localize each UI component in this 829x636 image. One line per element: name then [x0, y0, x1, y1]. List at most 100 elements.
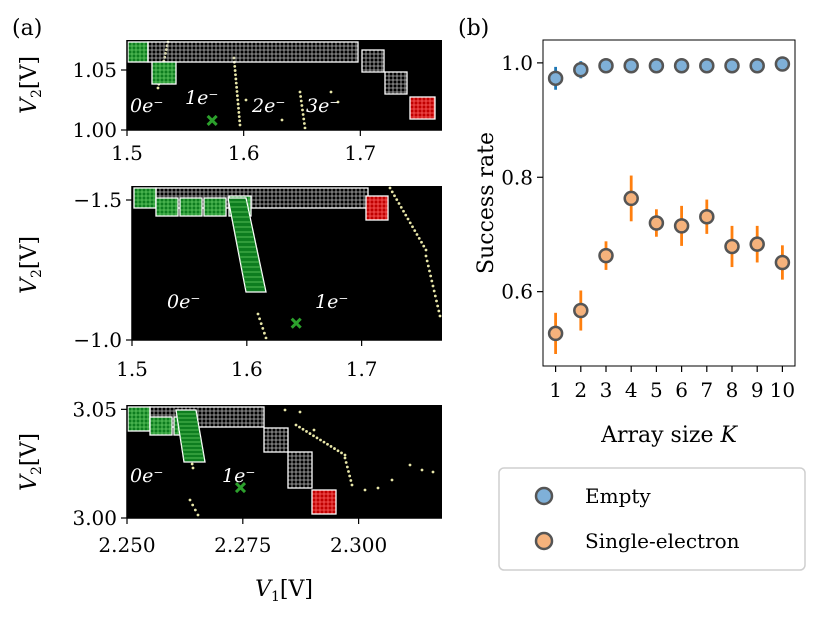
transition-dot: [301, 427, 305, 431]
x-tick-label: 9: [751, 378, 764, 402]
transition-dot: [436, 304, 440, 308]
grid-window: [287, 451, 313, 489]
transition-dot: [234, 77, 238, 81]
transition-dot: [263, 331, 266, 335]
transition-dot: [188, 498, 192, 502]
x-tick-label: 2.250: [98, 533, 155, 557]
target-cross-stroke: [290, 317, 302, 329]
annotation-1e: 1e⁻: [315, 291, 348, 313]
transition-dot: [238, 123, 242, 127]
point-empty: [623, 57, 639, 74]
transition-dot: [343, 453, 347, 457]
transition-dot: [424, 248, 428, 252]
transition-dot: [426, 264, 430, 268]
transition-dot: [191, 503, 195, 507]
transition-dot: [336, 449, 340, 453]
x-tick-label: 1.7: [346, 357, 378, 381]
transition-dot: [435, 299, 438, 303]
transition-dot: [164, 52, 167, 55]
x-tick-label: 5: [650, 378, 663, 402]
target-marker: [234, 482, 247, 494]
point-empty: [598, 57, 614, 74]
grid-cell-fill: [128, 42, 148, 62]
transition-dot: [397, 202, 401, 205]
transition-dot: [420, 240, 423, 244]
transition-dot: [336, 100, 340, 104]
transition-dot: [236, 102, 240, 106]
transition-dot: [344, 461, 348, 464]
grid-window: [409, 96, 436, 120]
transition-dot: [345, 465, 349, 469]
panel-a-middle: 0e⁻ 1e⁻ 1.5 1.6 1.7 −1.5 −1.0 V2[V]: [17, 186, 442, 381]
series: [547, 56, 791, 354]
transition-dot: [193, 508, 197, 512]
transition-dot: [333, 447, 336, 450]
y-tick-label: 3.05: [72, 397, 117, 421]
y-tick-label: 3.00: [72, 506, 117, 530]
grid-window: [361, 49, 385, 73]
transition-dot: [408, 463, 412, 467]
grid-window: [263, 427, 289, 453]
transition-dot: [432, 289, 436, 293]
legend-label-single-electron: Single-electron: [585, 529, 740, 553]
point-empty: [673, 57, 690, 74]
x-tick-label: 8: [726, 378, 739, 402]
x-tick-label: 2.275: [214, 533, 271, 557]
x-tick-label: 7: [700, 378, 713, 402]
transition-dot: [299, 99, 303, 103]
grid-cell-fill: [156, 198, 178, 216]
transition-dot: [376, 486, 380, 490]
transition-dot: [431, 470, 435, 474]
legend-box: [498, 467, 806, 571]
point-single-electron: [623, 190, 639, 207]
legend-marker-empty: [534, 486, 554, 506]
transition-dot: [326, 442, 329, 446]
transition-dot: [234, 73, 237, 77]
transition-dot: [315, 436, 319, 440]
transition-dot: [256, 312, 260, 316]
transition-dot: [233, 69, 237, 72]
transition-dot: [402, 209, 405, 213]
plot-frame: [542, 39, 796, 367]
x-tick-label: 1.5: [116, 357, 148, 381]
transition-dot: [156, 86, 160, 90]
transition-dot: [348, 474, 352, 478]
window-grid: [133, 187, 389, 293]
transition-dot: [399, 205, 403, 209]
point-single-electron: [749, 236, 765, 252]
x-tick-label: 2: [574, 378, 587, 402]
x-tick-label: 1.7: [344, 141, 376, 165]
panel-a-bottom: 0e⁻ 1e⁻ 2.250 2.275 2.300 3.00 3.05 V2[V] V1…: [17, 397, 442, 605]
grid-window: [151, 61, 177, 85]
point-single-electron: [598, 247, 614, 264]
transition-dot: [425, 259, 429, 263]
transition-dot: [261, 327, 265, 330]
transition-dot: [298, 425, 301, 429]
point-single-electron: [774, 254, 791, 271]
grid-cell-fill: [410, 97, 435, 119]
y-tick-label: −1.5: [73, 188, 122, 212]
point-empty: [774, 56, 791, 72]
grid-cell-fill: [134, 188, 156, 208]
grid-window: [179, 197, 203, 217]
grid-window: [311, 489, 337, 515]
y-axis-label: V2[V]: [17, 433, 45, 491]
annotation-0e: 0e⁻: [167, 291, 200, 313]
x-tick-label: 1.5: [111, 141, 143, 165]
transition-dot: [264, 336, 268, 340]
panel-b-label: (b): [458, 16, 489, 41]
transition-dot: [237, 111, 241, 114]
transition-dot: [303, 126, 307, 130]
transition-dot: [301, 113, 305, 116]
point-empty: [749, 57, 765, 74]
transition-dot: [305, 430, 308, 433]
point-single-electron: [699, 208, 715, 225]
target-cross-stroke: [234, 482, 247, 494]
transition-dot: [302, 117, 306, 121]
transition-dot: [430, 279, 434, 283]
axes: 2.250 2.275 2.300 3.00 3.05: [72, 397, 442, 557]
point-single-electron: [573, 302, 589, 319]
transition-dot: [283, 408, 287, 412]
transition-dot: [299, 95, 303, 98]
